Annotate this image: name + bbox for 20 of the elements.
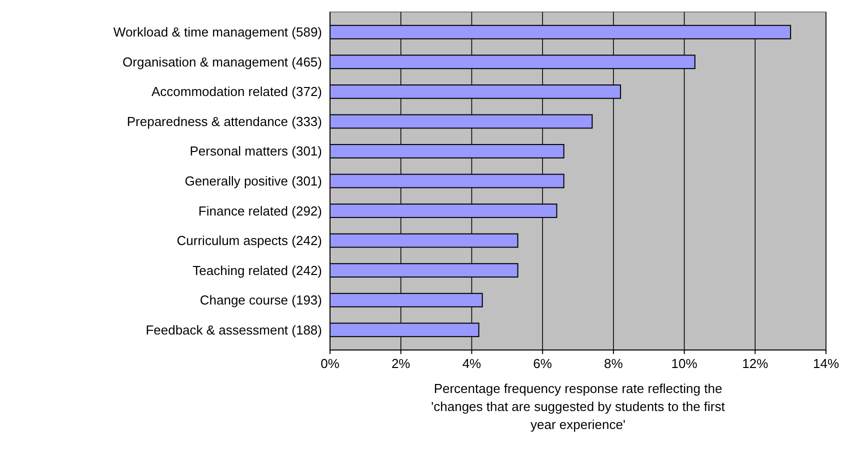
x-tick-label: 6%	[533, 356, 552, 371]
y-tick-label: Teaching related (242)	[192, 262, 322, 278]
x-tick-label: 0%	[320, 356, 340, 371]
y-tick-label: Accommodation related (372)	[151, 84, 322, 100]
y-tick-label: Organisation & management (465)	[122, 54, 322, 70]
y-tick-label: Curriculum aspects (242)	[176, 233, 322, 248]
y-tick-label: Preparedness & attendance (333)	[126, 114, 322, 129]
x-tick-label: 14%	[812, 356, 840, 371]
x-axis-title: Percentage frequency response rate reflecting the 'changes that are suggested by students to the first year experience'	[431, 381, 726, 432]
y-tick-label: Personal matters (301)	[190, 144, 322, 159]
x-tick-label: 12%	[742, 356, 769, 371]
x-tick-label: 8%	[604, 356, 624, 371]
x-tick-label: 2%	[391, 356, 411, 371]
y-tick-label: Workload & time management (589)	[113, 24, 322, 40]
y-tick-label: Generally positive (301)	[184, 174, 322, 188]
x-tick-label: 10%	[671, 356, 698, 371]
x-tick-label: 4%	[462, 356, 482, 371]
y-tick-label: Feedback & assessment (188)	[146, 322, 322, 338]
y-tick-label: Change course (193)	[200, 292, 322, 308]
y-tick-label: Finance related (292)	[198, 203, 322, 218]
